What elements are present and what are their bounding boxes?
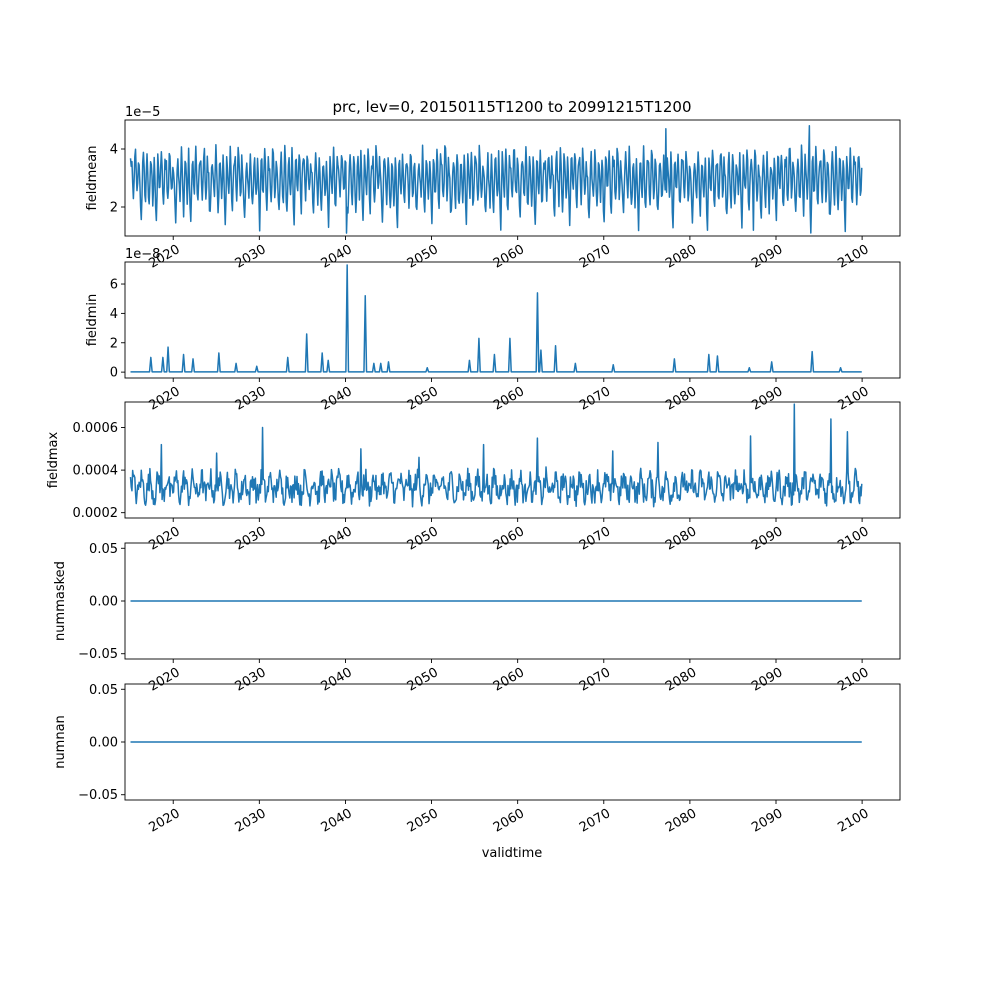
fieldmin-axes-frame [124,261,901,379]
numnan-ytick-label: 0.05 [89,683,118,698]
fieldmin-ytick-label: 0 [110,366,118,381]
numnan-ylabel: numnan [53,715,68,769]
fieldmean-axes-frame [124,119,901,237]
fieldmax-ytick-label: 0.0002 [73,506,119,521]
fieldmax-axes-frame [124,401,901,519]
fieldmax-ytick-label: 0.0006 [73,421,119,436]
fieldmean-ytick-label: 2 [110,201,118,216]
fieldmin-ytick-label: 6 [110,278,118,293]
fieldmin-series-line [130,264,862,373]
fieldmean-ytick-label: 4 [110,143,118,158]
nummasked-ylabel: nummasked [53,561,68,641]
fieldmin-ylabel: fieldmin [85,294,100,347]
fieldmax-ylabel: fieldmax [46,432,61,489]
fieldmin-ytick-label: 4 [110,307,118,322]
fieldmean-ylabel: fieldmean [85,146,100,211]
fieldmean-offset-text: 1e−5 [125,105,160,120]
nummasked-ytick-label: 0.00 [89,595,118,610]
fieldmin-ytick-label: 2 [110,336,118,351]
fieldmax-series-line [129,403,863,508]
chart-title: prc, lev=0, 20150115T1200 to 20991215T12… [332,98,691,116]
numnan-ytick-label: 0.00 [89,736,118,751]
fieldmin-offset-text: 1e−8 [125,247,160,262]
nummasked-ytick-label: −0.05 [78,647,118,662]
fieldmax-ytick-label: 0.0004 [73,464,119,479]
numnan-ytick-label: −0.05 [78,788,118,803]
x-axis-label: validtime [482,846,543,861]
nummasked-ytick-label: 0.05 [89,542,118,557]
fieldmean-series-line [129,125,863,234]
